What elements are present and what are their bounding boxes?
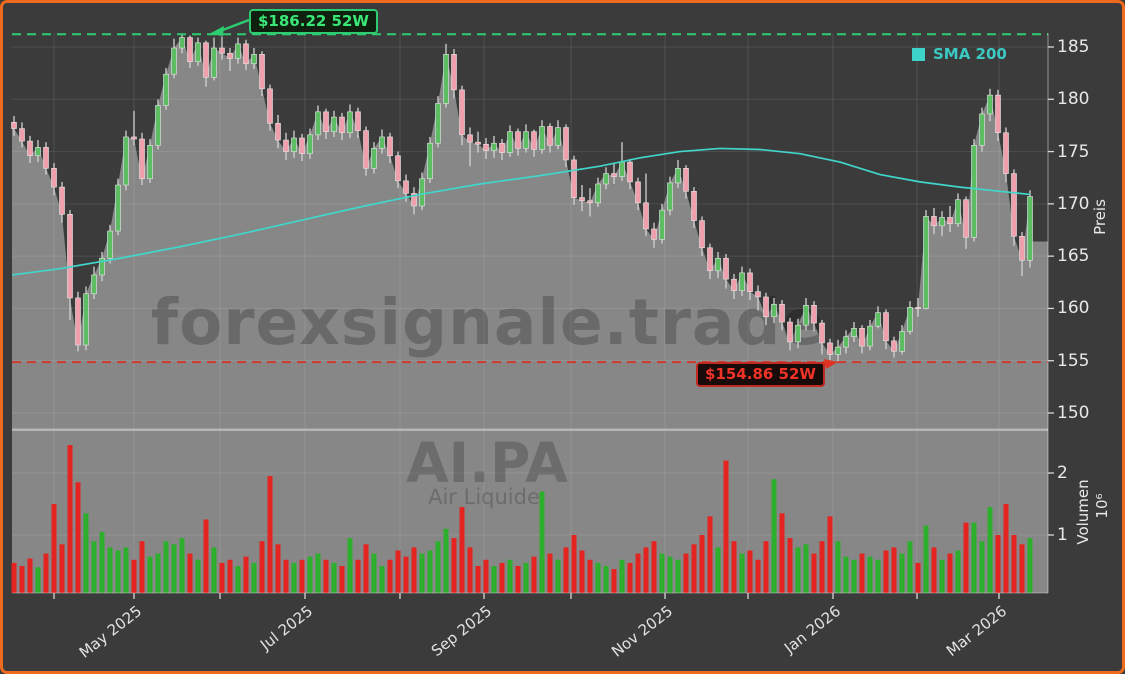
price-tick-label: 160 — [1057, 298, 1090, 319]
volume-pane-bg — [12, 431, 1048, 593]
price-tick-label: 180 — [1057, 89, 1090, 110]
52w-level-lines — [12, 33, 1048, 364]
price-axis-title: Preis — [1091, 199, 1109, 235]
watermark-symbol-subtitle: Air Liquide — [428, 485, 540, 509]
axes-spines-ticks — [12, 33, 1054, 599]
sma-200-line — [11, 147, 1031, 276]
price-tick-label: 165 — [1057, 246, 1090, 267]
candlesticks — [11, 34, 1033, 363]
volume-axis-title: Volumen — [1074, 479, 1092, 545]
price-tick-label: 150 — [1057, 403, 1090, 423]
price-tick-label: 155 — [1057, 350, 1090, 371]
volume-bars — [11, 445, 1033, 593]
price-area-fill — [12, 37, 1048, 430]
sma-legend-label: SMA 200 — [933, 45, 1007, 63]
volume-axis-unit: 10⁶ — [1093, 493, 1111, 519]
watermark-text: forexsignale.trade — [151, 286, 825, 359]
volume-tick-label: 1 — [1057, 525, 1068, 545]
price-tick-label: 175 — [1057, 141, 1090, 162]
price-tick-label: 170 — [1057, 193, 1090, 214]
price-tick-label: 185 — [1057, 37, 1090, 57]
legend: SMA 200 — [912, 45, 1007, 63]
high-52w-label: $186.22 52W — [249, 9, 378, 34]
volume-tick-label: 2 — [1057, 463, 1068, 483]
low-52w-label: $154.86 52W — [696, 362, 825, 387]
sma-legend-swatch — [912, 47, 925, 61]
watermark-symbol: AI.PA — [406, 431, 568, 495]
